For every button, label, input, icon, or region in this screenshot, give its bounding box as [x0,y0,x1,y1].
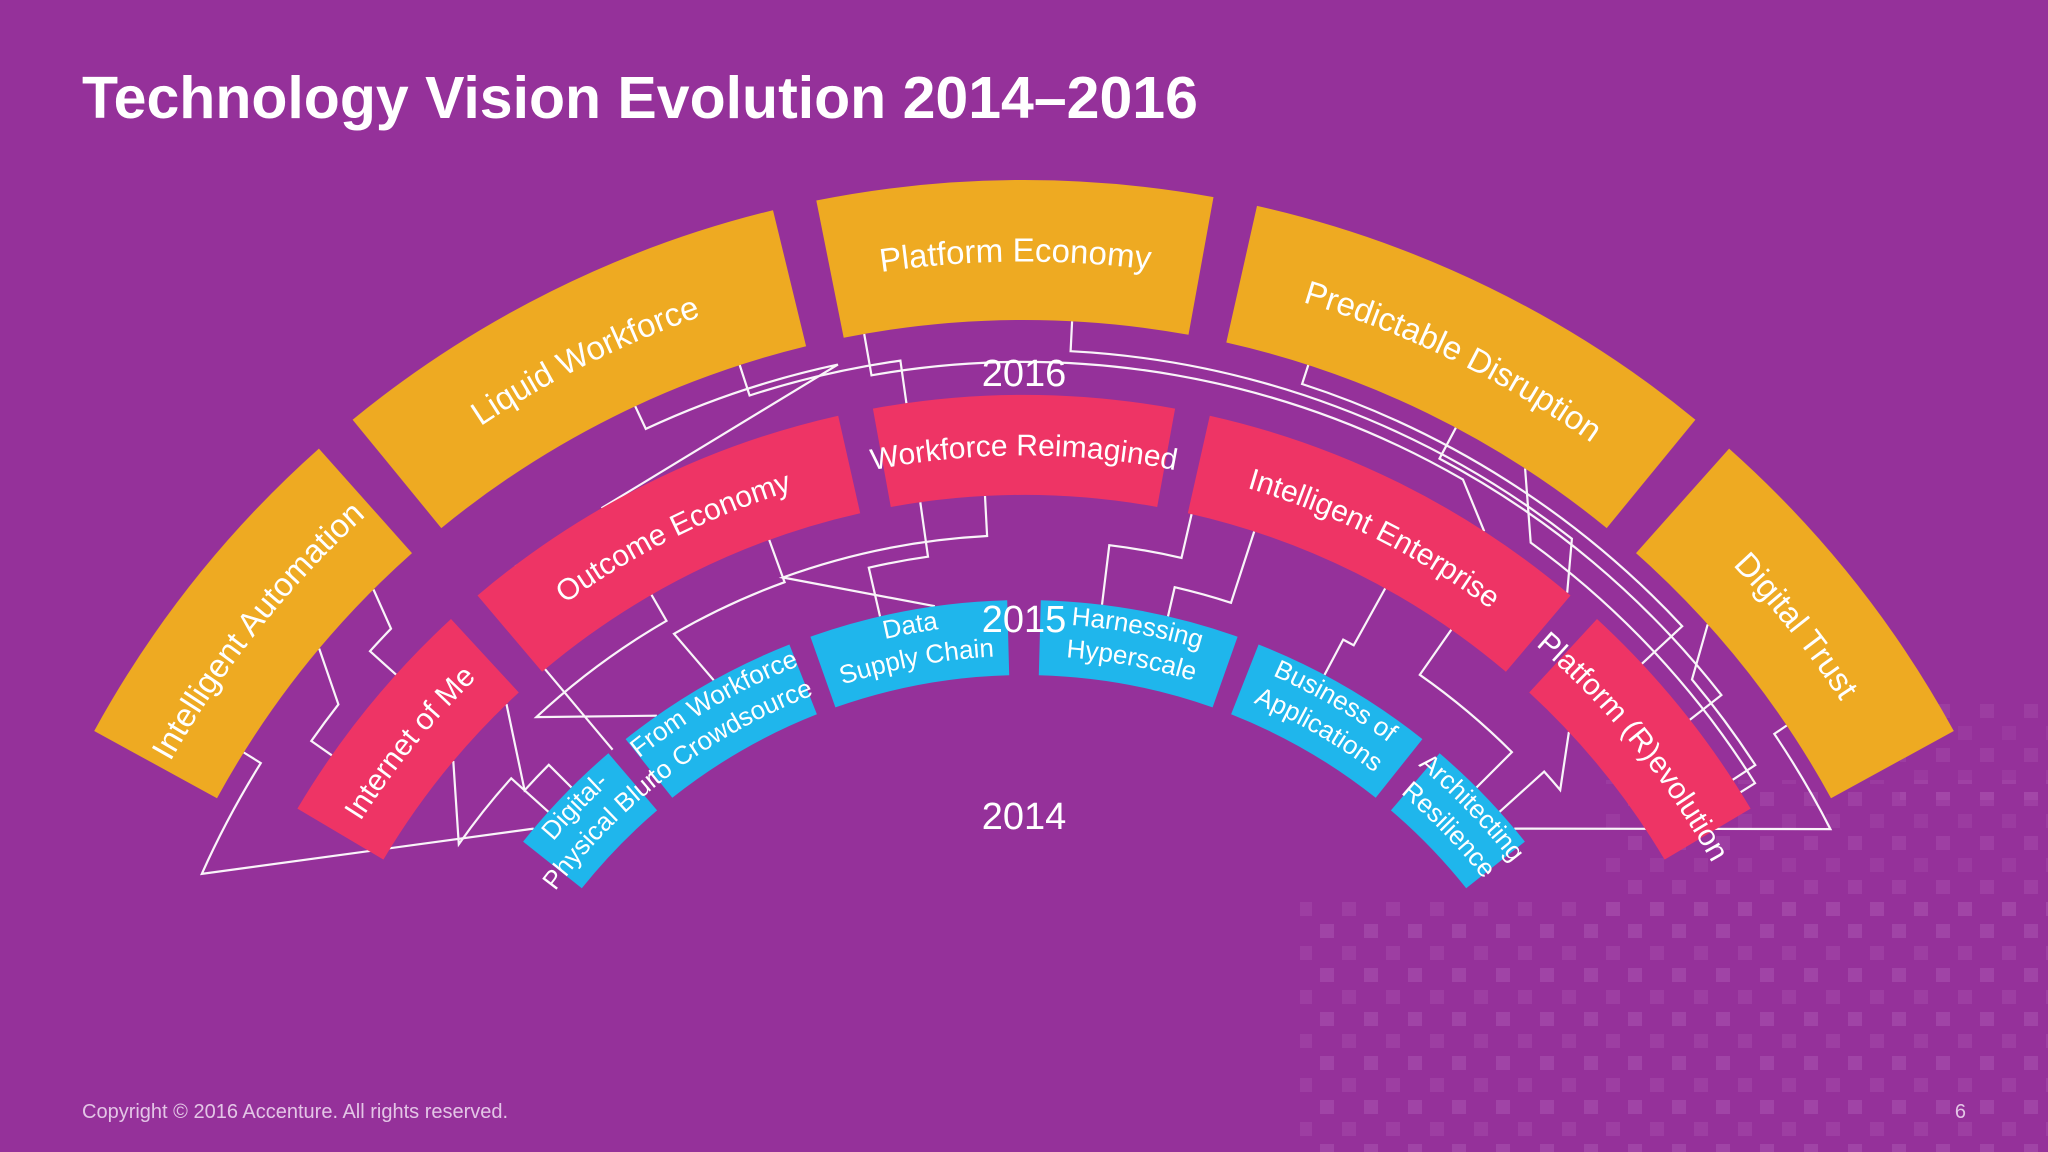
connector-line [1323,587,1387,676]
page-title: Technology Vision Evolution 2014–2016 [82,65,1198,131]
segment-shape [1038,600,1238,708]
connector-line [452,761,550,848]
connector-line [672,539,787,681]
connector-line [1690,624,1757,781]
segment-shape [625,644,817,798]
segment-shape [810,600,1010,708]
connector-line [863,333,1486,532]
segment-shape [872,394,1176,507]
connector-line [309,648,340,757]
connector-line [1514,724,1833,831]
segment-shape [1636,448,1954,799]
connector-line [1100,513,1193,605]
connector-line [1418,629,1514,789]
decorative-pixel-pattern [1300,700,2048,1152]
year-2016-label: 2016 [982,353,1067,395]
connector-line [199,751,534,876]
connector-line [368,589,397,676]
page-number: 6 [1954,1101,1966,1123]
segment-shape [297,619,519,860]
segment-r2016-2: Platform Economy [816,179,1214,338]
connector-line [1069,321,1574,593]
segment-shape [477,415,861,672]
segment-shape [94,448,412,799]
segment-shape [1226,205,1696,529]
year-2014-label: 2014 [982,796,1067,838]
connector-line [1438,427,1723,721]
connector-line [533,594,669,719]
connector-line [1524,468,1757,794]
segment-shape [523,753,658,889]
connector-line [1498,731,1570,813]
segment-shape [1231,644,1423,798]
connector-line [867,502,930,617]
copyright-notice: Copyright © 2016 Accenture. All rights r… [82,1101,509,1123]
connector-line [505,703,573,793]
segment-shape [352,210,807,529]
connector-line [778,495,989,608]
segment-shape [1390,753,1525,889]
segment-shape [1187,415,1571,672]
segment-shape [816,179,1214,338]
segment-r2015-2: Workforce Reimagined [868,394,1180,507]
year-labels: 2016 2015 2014 [982,353,1067,838]
connector-line [1300,364,1684,665]
segment-r2015-0: Internet of Me [297,619,519,860]
connector-line [600,363,839,510]
connector-lines [199,321,1833,876]
segment-shape [1529,619,1751,860]
year-2015-label: 2015 [982,599,1067,641]
connector-line [1166,531,1256,617]
connector-line [738,359,908,404]
